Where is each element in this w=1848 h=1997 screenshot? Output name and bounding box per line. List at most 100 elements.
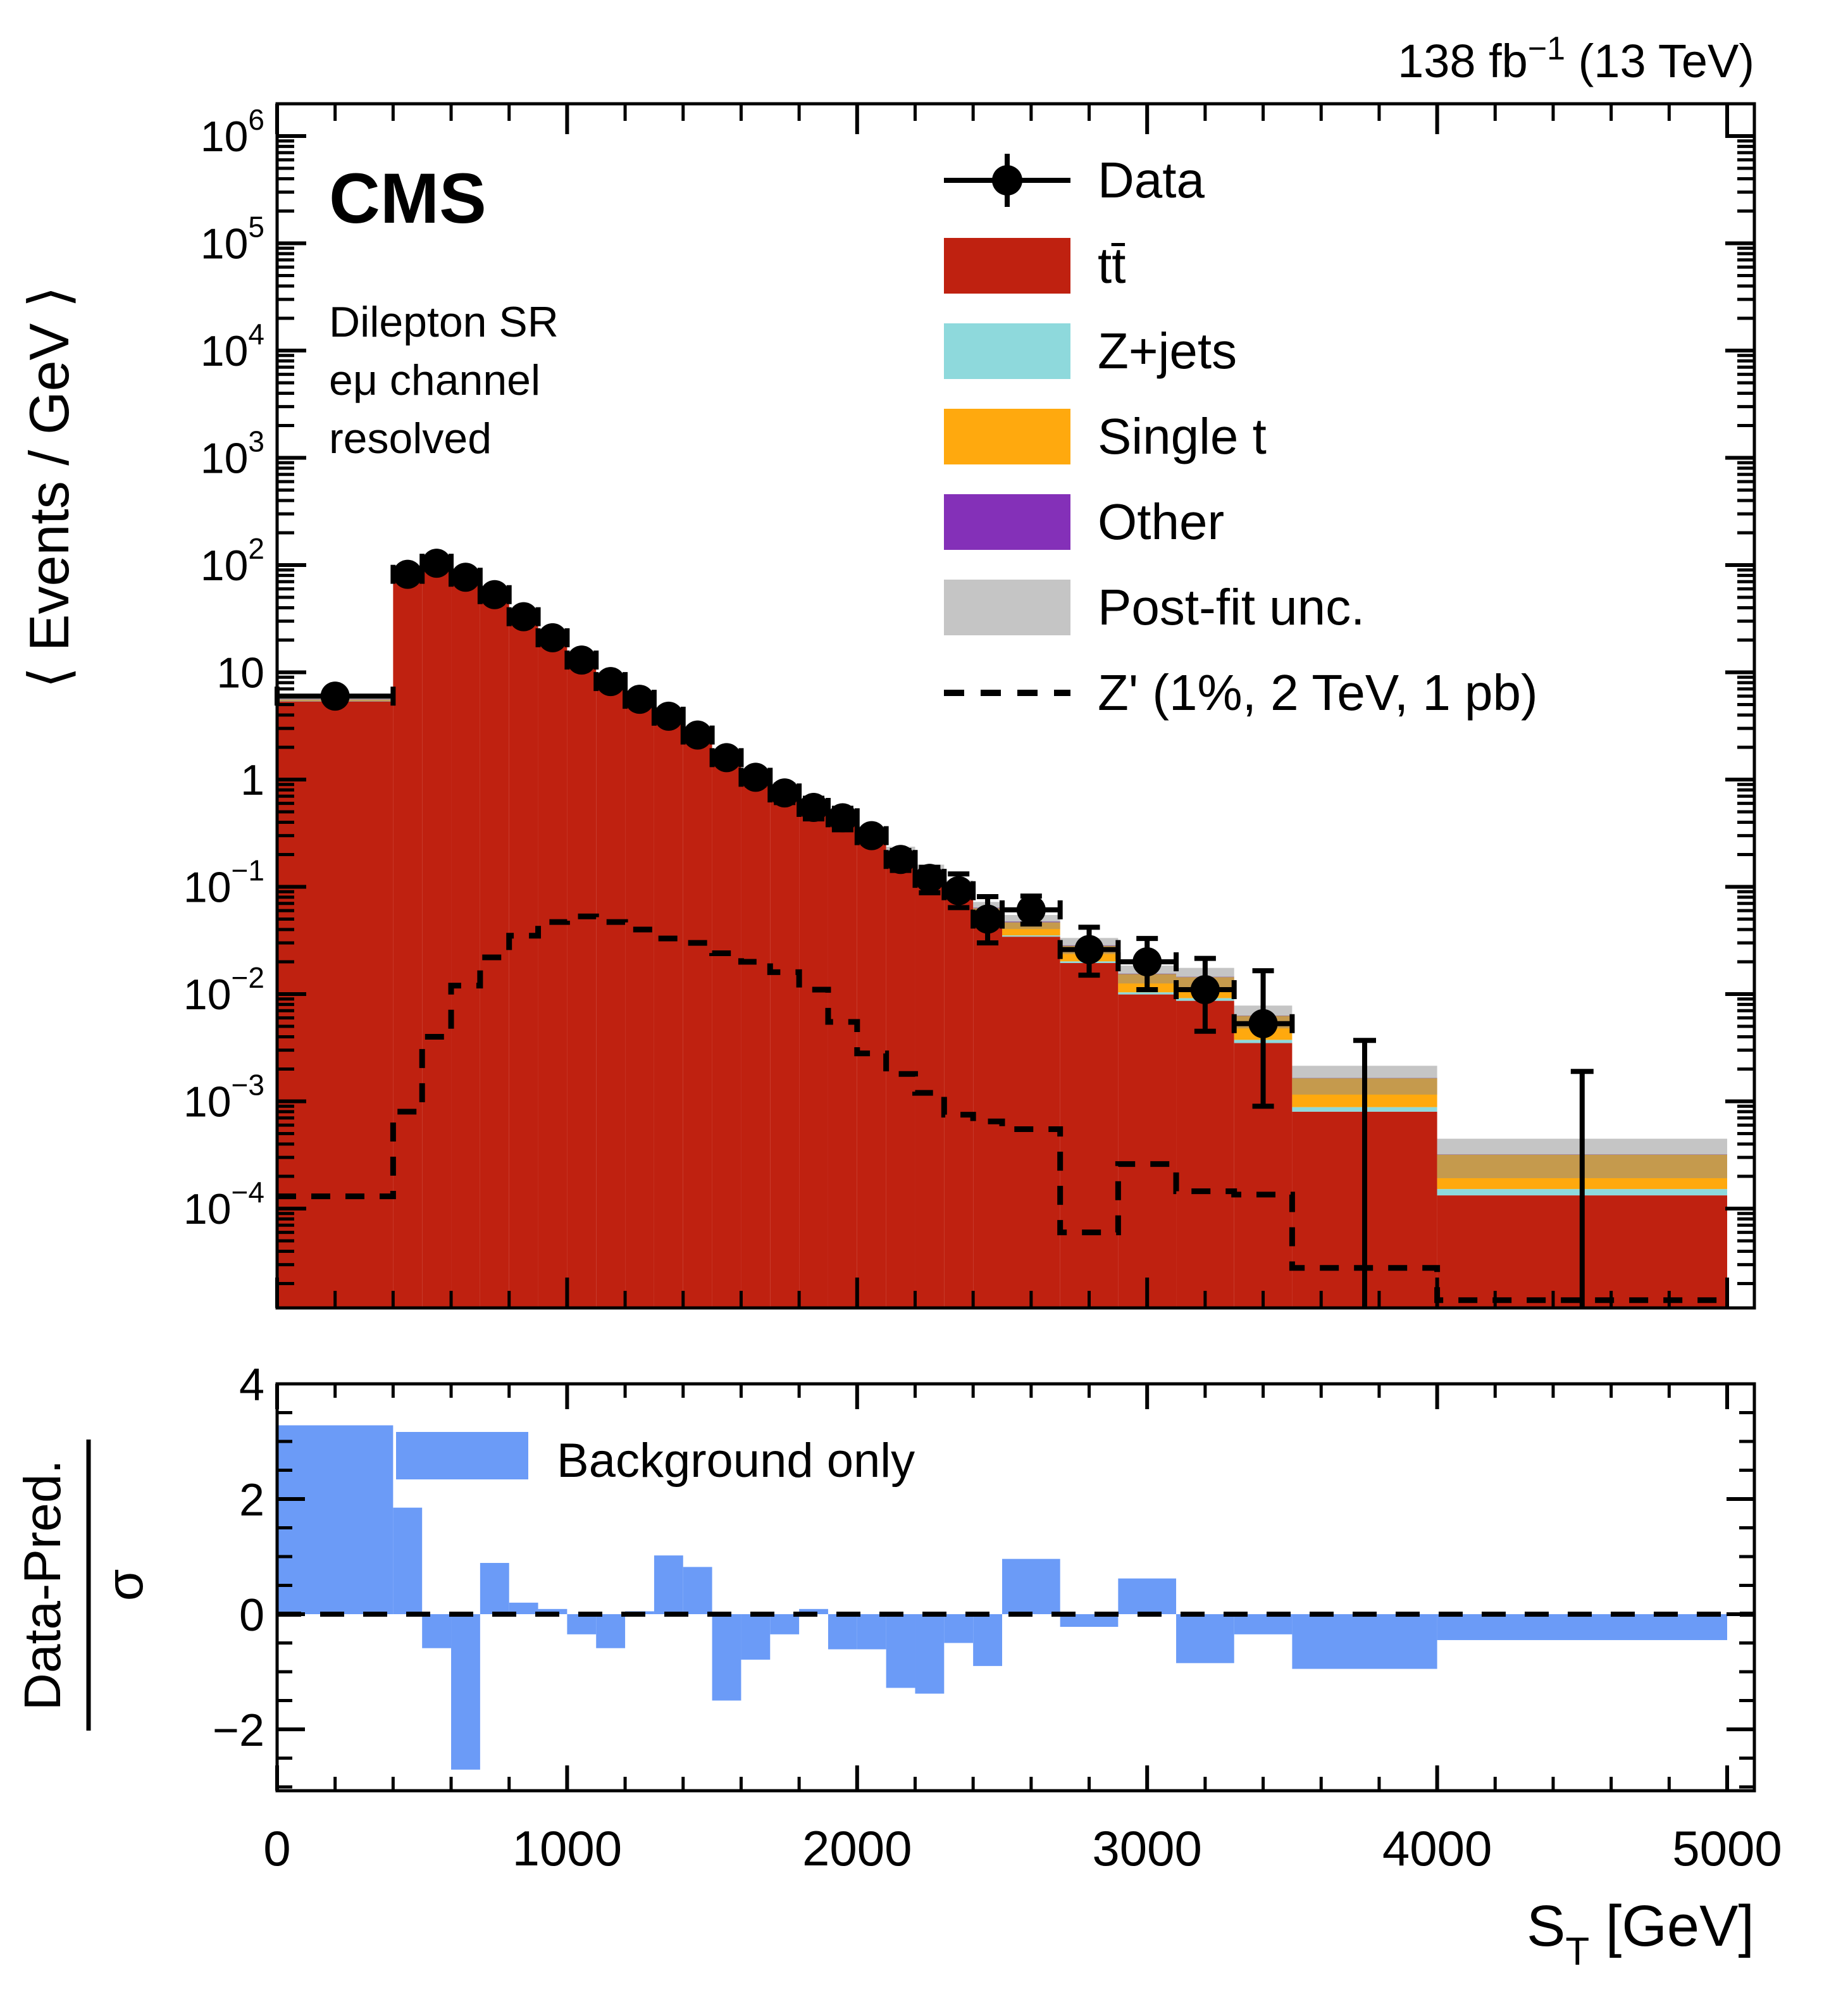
data-point: [506, 602, 541, 631]
data-point: [767, 778, 802, 808]
y-tick-label: 106: [201, 103, 264, 161]
legend-item-zjets: Z+jets: [944, 323, 1237, 379]
data-point: [1057, 924, 1121, 978]
legend-item-zprime: Z' (1%, 2 TeV, 1 pb): [944, 664, 1538, 721]
legend-swatch-unc: [944, 580, 1070, 635]
data-marker: [683, 720, 712, 750]
cms-label: CMS: [329, 159, 487, 238]
ratio-bar: [1437, 1614, 1727, 1640]
data-marker: [1016, 895, 1046, 924]
data-points: [275, 549, 1594, 1308]
ratio-bar: [567, 1614, 597, 1634]
data-point: [535, 623, 570, 652]
data-point: [419, 549, 454, 578]
ratio-bar: [857, 1614, 886, 1650]
ratio-bar: [1118, 1578, 1177, 1614]
zprime-signal-line: [277, 913, 1727, 1303]
ratio-legend-label: Background only: [557, 1434, 915, 1488]
x-tick-label: 1000: [512, 1820, 623, 1876]
ttbar-bar: [625, 701, 654, 1308]
ratio-panel: 4 2 0 −2 0 1000 2000 3000 4000 5000 Background onl…: [14, 1360, 1782, 1974]
ratio-axes: 4 2 0 −2 0 1000 2000 3000 4000 5000: [213, 1360, 1782, 1876]
legend-swatch-ttbar: [944, 238, 1070, 294]
ttbar-bar: [944, 894, 974, 1308]
legend-label-data: Data: [1098, 152, 1205, 208]
ttbar-bar: [277, 701, 394, 1308]
legend-swatch-other: [944, 494, 1070, 550]
ratio-bar: [1292, 1614, 1437, 1669]
data-point: [825, 803, 860, 833]
ttbar-bar: [712, 757, 741, 1308]
data-point: [971, 894, 1005, 946]
y-tick-label: 10−3: [183, 1069, 264, 1126]
x-tick-label: 2000: [802, 1820, 912, 1876]
ratio-bars: [277, 1425, 1727, 1770]
data-point: [1115, 936, 1179, 992]
ttbar-bar: [973, 918, 1002, 1308]
x-tick-label: 0: [263, 1820, 290, 1876]
ttbar-bar: [1118, 994, 1177, 1308]
legend-item-ttbar: tt̄: [944, 237, 1126, 294]
ratio-bar: [480, 1563, 509, 1614]
ratio-bar: [596, 1614, 626, 1648]
data-point: [1353, 1038, 1376, 1308]
data-point: [709, 743, 744, 773]
y-tick-label: 10−2: [183, 961, 264, 1019]
data-point: [1231, 968, 1295, 1109]
data-marker: [857, 821, 886, 850]
ratio-bar: [509, 1602, 538, 1614]
ttbar-bar: [596, 681, 626, 1308]
y-tick-label: 10−1: [183, 854, 264, 912]
ratio-bar: [828, 1614, 857, 1650]
data-marker: [538, 623, 567, 652]
data-marker: [596, 667, 626, 697]
data-marker: [625, 685, 654, 714]
legend-label-ttbar: tt̄: [1098, 237, 1126, 294]
legend-swatch-zjets: [944, 323, 1070, 379]
y-tick-label: 105: [201, 211, 264, 268]
data-point: [854, 821, 889, 850]
data-marker: [320, 681, 350, 711]
ratio-y-title-numerator: Data-Pred.: [14, 1460, 71, 1711]
ratio-bar: [393, 1507, 423, 1614]
ttbar-bar: [799, 811, 828, 1308]
x-tick-label: 4000: [1382, 1820, 1492, 1876]
y-tick-label: 103: [201, 425, 264, 483]
data-point: [477, 580, 512, 609]
data-point: [797, 793, 831, 823]
legend-item-unc: Post-fit unc.: [944, 579, 1365, 635]
data-point: [449, 563, 483, 592]
ratio-bar: [1234, 1614, 1293, 1634]
data-point: [623, 685, 657, 714]
legend-label-singlet: Single t: [1098, 408, 1267, 464]
ttbar-bar: [422, 564, 452, 1308]
ratio-bar: [712, 1614, 741, 1701]
y-axis-title: ⟨ Events / GeV ⟩: [18, 286, 80, 688]
data-marker: [770, 778, 800, 808]
zjets-bar: [1002, 935, 1060, 937]
ratio-bar: [741, 1614, 771, 1660]
ttbar-bar: [654, 719, 683, 1308]
data-point: [1000, 893, 1063, 927]
data-marker: [886, 845, 915, 874]
data-point: [680, 720, 715, 750]
data-marker: [915, 864, 945, 893]
data-point: [1174, 955, 1237, 1034]
ttbar-bar: [1060, 962, 1119, 1308]
data-marker: [450, 563, 480, 592]
ttbar-bar: [480, 597, 509, 1308]
legend-data-marker: [992, 165, 1022, 196]
ttbar-bar: [1002, 936, 1060, 1308]
data-point: [390, 559, 425, 589]
data-marker: [799, 793, 829, 823]
ttbar-bar: [741, 776, 771, 1308]
legend-item-other: Other: [944, 494, 1224, 550]
legend-item-singlet: Single t: [944, 408, 1267, 464]
ratio-bar: [770, 1614, 800, 1634]
data-point: [593, 667, 628, 697]
ratio-y-tick-label: 4: [239, 1360, 264, 1410]
ttbar-bar: [857, 837, 886, 1308]
region-label-1: eμ channel: [329, 356, 540, 404]
